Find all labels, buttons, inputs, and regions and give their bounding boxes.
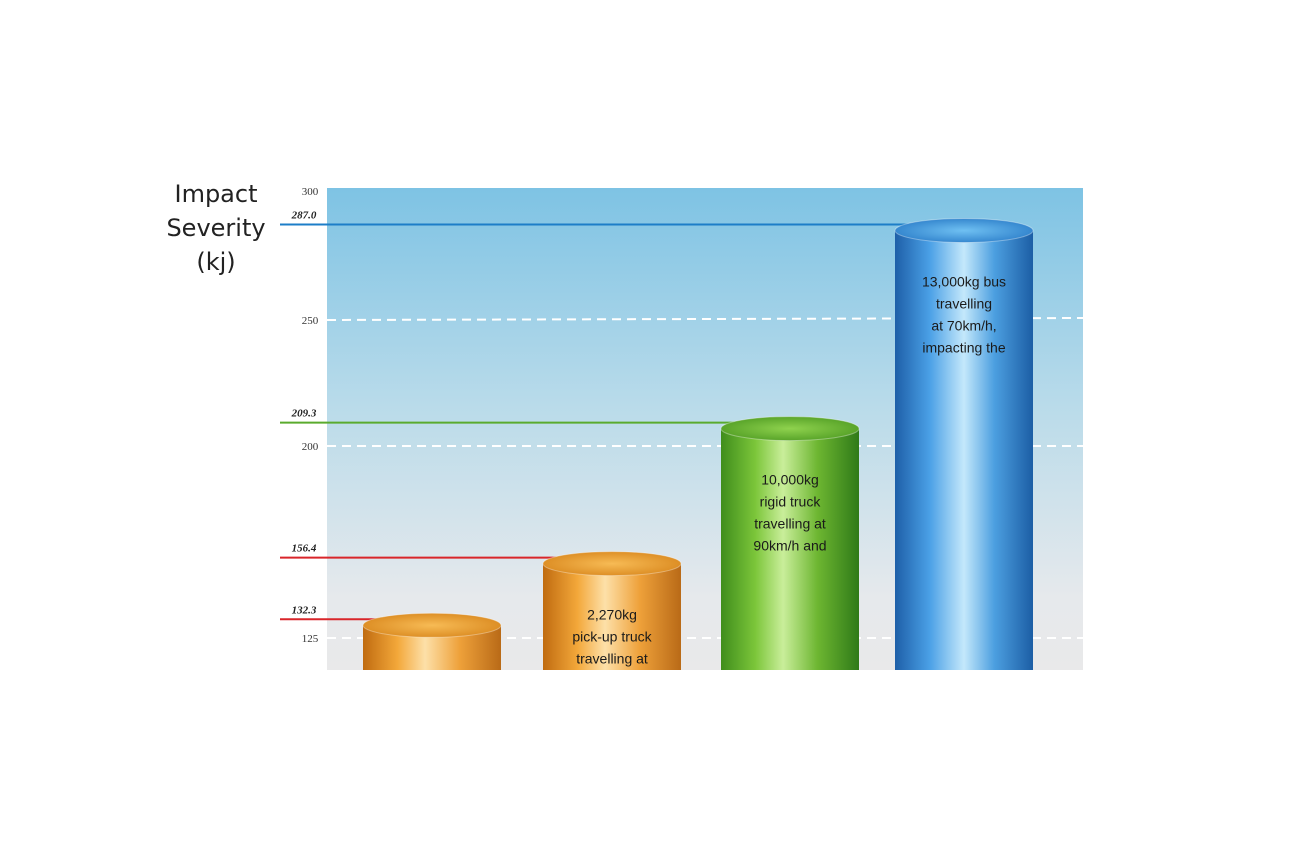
reference-value-label-156.4: 156.4 [292, 543, 317, 555]
y-axis-ticks: 125 200 250 300 [302, 186, 319, 645]
y-axis-label: Impact Severity (kj) [166, 180, 265, 276]
bar-4-top [894, 218, 1034, 244]
bar-2-body [543, 563, 681, 670]
y-axis-label-line-1: Impact [174, 180, 257, 208]
bar-3-label-line-4: 90km/h and [753, 538, 826, 554]
bar-4-label-line-1: 13,000kg bus [922, 274, 1006, 290]
y-tick-label-125: 125 [302, 633, 319, 645]
bar-2-label-line-1: 2,270kg [587, 607, 637, 623]
bar-3-label-line-1: 10,000kg [761, 472, 819, 488]
y-tick-label-300: 300 [302, 186, 319, 198]
bars: 8,000kg 2,270kg pick-up truck travelling at… [362, 218, 1034, 684]
bar-3: 10,000kg rigid truck travelling at 90km/h a… [720, 416, 860, 670]
reference-value-label-287.0: 287.0 [291, 210, 317, 222]
bar-4-label-line-4: impacting the [922, 340, 1005, 356]
bar-3-body [721, 428, 859, 670]
y-axis-label-line-3: (kj) [196, 248, 235, 276]
y-tick-label-250: 250 [302, 315, 319, 327]
bar-4: 13,000kg bus travelling at 70km/h, impactin… [894, 218, 1034, 670]
bar-4-label-line-3: at 70km/h, [931, 318, 996, 334]
bar-3-label-line-2: rigid truck [760, 494, 822, 510]
bar-1-top [362, 612, 502, 638]
bar-4-body [895, 230, 1033, 670]
bar-2-top [542, 551, 682, 577]
bar-1-body [363, 625, 501, 670]
bar-4-label-line-2: travelling [936, 296, 992, 312]
bar-2-label-line-3: travelling at [576, 651, 648, 667]
bar-1-label-line-1: 8,000kg [407, 668, 457, 684]
reference-value-label-132.3: 132.3 [292, 604, 317, 616]
bar-3-label-line-3: travelling at [754, 516, 826, 532]
y-tick-label-200: 200 [302, 441, 319, 453]
reference-value-label-209.3: 209.3 [291, 408, 317, 420]
bar-2-label-line-2: pick-up truck [572, 629, 652, 645]
y-axis-label-line-2: Severity [166, 214, 265, 242]
bar-3-top [720, 416, 860, 442]
bar-1: 8,000kg [362, 612, 502, 684]
bar-2: 2,270kg pick-up truck travelling at [542, 551, 682, 670]
